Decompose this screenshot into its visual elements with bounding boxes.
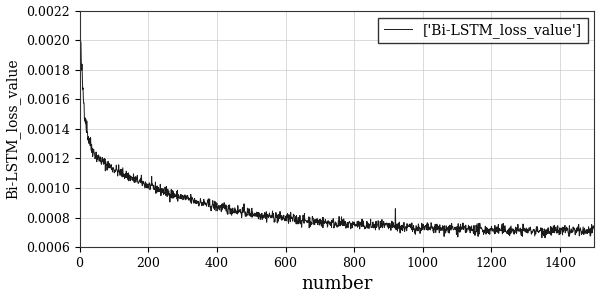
['Bi-LSTM_loss_value'] [305, 215, 313, 219]
['Bi-LSTM_loss_value'] [76, 22, 83, 26]
Line: ['Bi-LSTM_loss_value']: ['Bi-LSTM_loss_value'] [80, 24, 595, 238]
Y-axis label: Bi-LSTM_loss_value: Bi-LSTM_loss_value [5, 59, 20, 199]
['Bi-LSTM_loss_value'] [369, 221, 376, 224]
['Bi-LSTM_loss_value'] [137, 176, 144, 180]
['Bi-LSTM_loss_value'] [314, 218, 322, 222]
['Bi-LSTM_loss_value'] [591, 228, 598, 232]
['Bi-LSTM_loss_value'] [295, 216, 302, 219]
Legend: ['Bi-LSTM_loss_value']: ['Bi-LSTM_loss_value'] [379, 18, 587, 43]
['Bi-LSTM_loss_value'] [116, 170, 124, 174]
['Bi-LSTM_loss_value'] [541, 236, 548, 239]
X-axis label: number: number [301, 275, 373, 293]
